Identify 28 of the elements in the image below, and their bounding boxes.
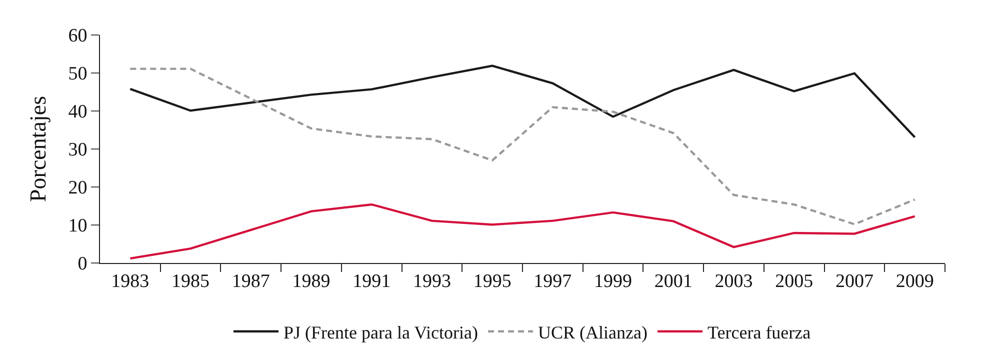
x-tick-label: 1993 <box>412 270 451 292</box>
x-tick-label: 2003 <box>714 270 753 292</box>
y-tick-label: 20 <box>68 178 88 199</box>
x-tick-label: 2007 <box>835 270 874 292</box>
y-axis-title: Porcentajes <box>26 96 51 202</box>
legend-label: Tercera fuerza <box>708 322 811 342</box>
x-tick-label: 1997 <box>534 270 572 292</box>
x-tick-label: 1989 <box>292 270 330 292</box>
legend-label: UCR (Alianza) <box>538 322 648 342</box>
line-series <box>129 203 916 260</box>
y-tick-label: 10 <box>68 216 88 237</box>
y-tick-label: 30 <box>68 140 88 161</box>
line-series <box>129 68 916 226</box>
x-tick-label: 1985 <box>172 270 210 292</box>
x-tick-label: 1987 <box>232 270 270 292</box>
x-tick-label: 1999 <box>594 270 632 292</box>
y-tick-label: 50 <box>68 64 88 85</box>
line-series <box>129 64 916 138</box>
x-tick-label: 2009 <box>896 270 934 292</box>
y-tick-label: 40 <box>68 102 88 123</box>
x-tick-label: 2001 <box>654 270 692 292</box>
x-tick-label: 1995 <box>473 270 512 292</box>
y-tick-label: 60 <box>68 26 88 47</box>
legend-label: PJ (Frente para la Victoria) <box>284 322 478 342</box>
x-tick-label: 1983 <box>111 270 150 292</box>
x-tick-label: 1991 <box>352 270 391 292</box>
x-tick-label: 2005 <box>775 270 814 292</box>
y-tick-label: 0 <box>78 254 88 275</box>
